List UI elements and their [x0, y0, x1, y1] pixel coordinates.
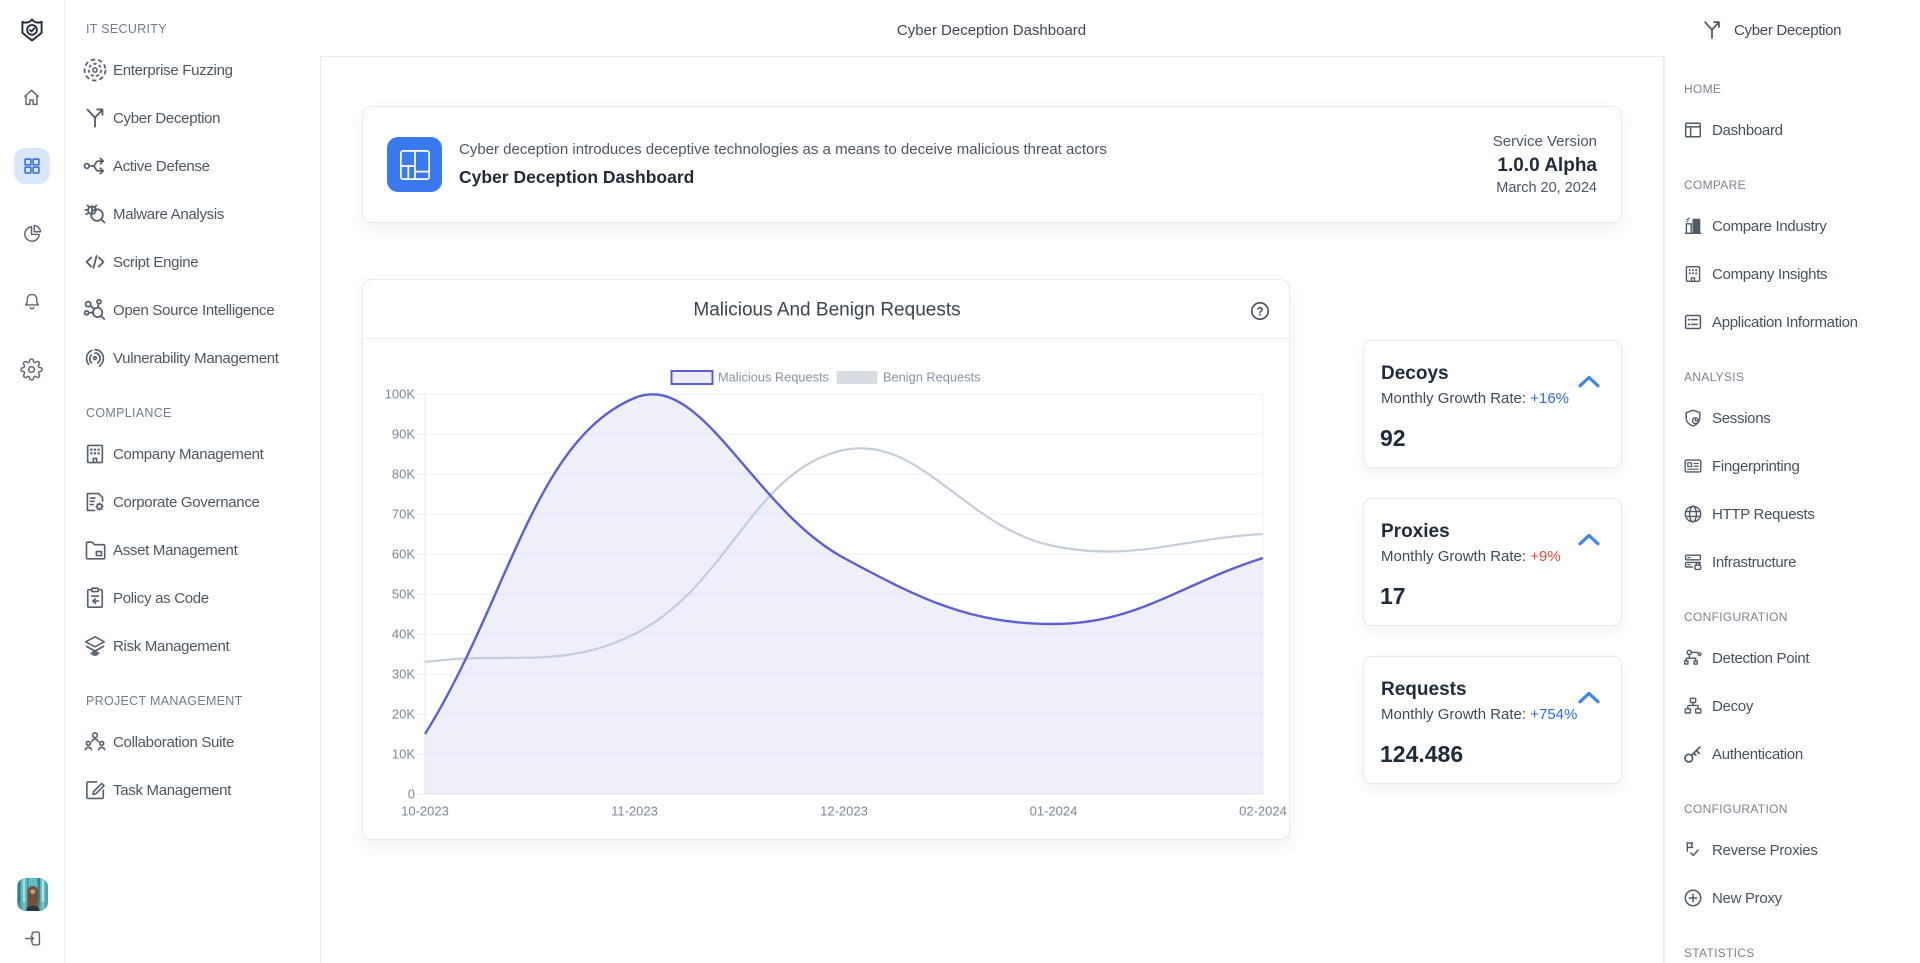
svg-text:30K: 30K: [392, 667, 415, 682]
svg-text:80K: 80K: [392, 467, 415, 482]
svg-text:10-2023: 10-2023: [401, 804, 449, 819]
svg-text:11-2023: 11-2023: [611, 804, 658, 819]
svg-text:12-2023: 12-2023: [820, 804, 868, 819]
svg-text:50K: 50K: [392, 587, 415, 602]
svg-text:70K: 70K: [392, 507, 415, 522]
svg-text:Malicious And Benign Requests: Malicious And Benign Requests: [693, 300, 960, 321]
svg-text:10K: 10K: [392, 747, 415, 762]
svg-text:Malicious Requests: Malicious Requests: [718, 370, 829, 385]
svg-text:?: ?: [1256, 307, 1263, 319]
svg-text:20K: 20K: [392, 707, 415, 722]
svg-text:Benign Requests: Benign Requests: [883, 370, 980, 385]
svg-text:40K: 40K: [392, 627, 415, 642]
svg-text:90K: 90K: [392, 427, 415, 442]
svg-text:60K: 60K: [392, 547, 415, 562]
svg-text:0: 0: [408, 787, 415, 802]
svg-text:02-2024: 02-2024: [1239, 804, 1287, 819]
svg-text:100K: 100K: [385, 387, 416, 402]
svg-text:01-2024: 01-2024: [1030, 804, 1078, 819]
